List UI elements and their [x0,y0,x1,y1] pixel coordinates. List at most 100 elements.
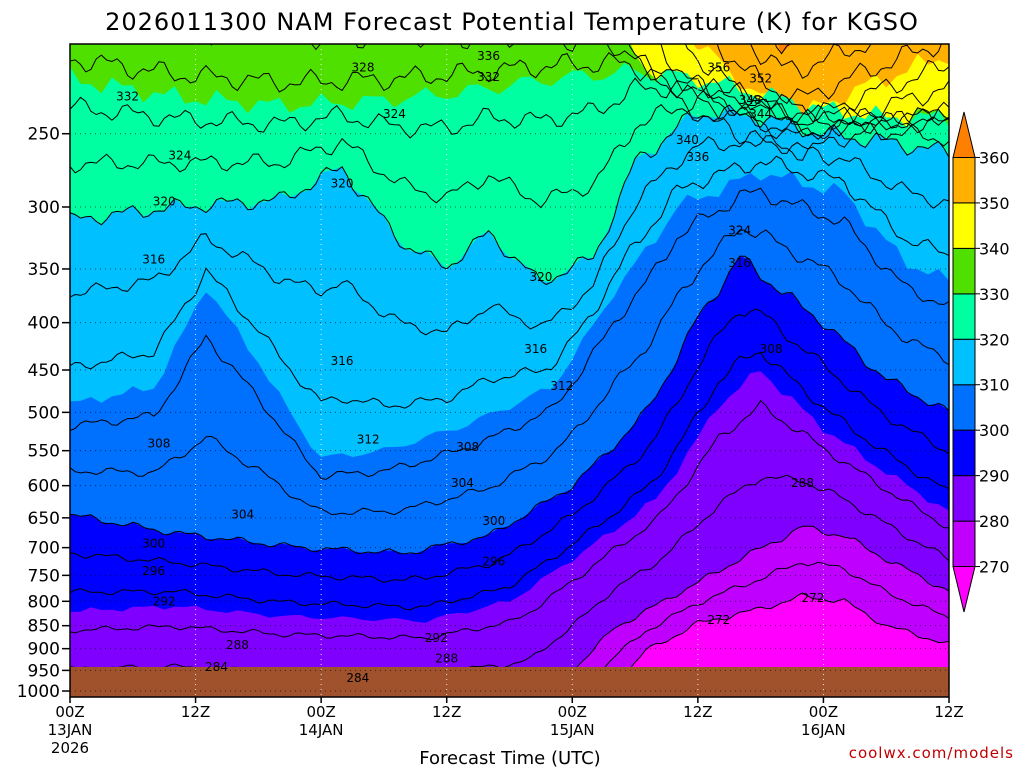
colorbar-label: 340 [979,239,1010,258]
colorbar-label: 320 [979,330,1010,349]
contour-label: 288 [226,638,249,652]
colorbar-swatch [952,111,976,158]
x-tick-label: 2026 [51,739,89,757]
x-tick-label: 13JAN [48,721,93,739]
contour-label: 328 [352,60,375,74]
colorbar-label: 350 [979,194,1010,213]
colorbar-swatch [952,429,976,477]
contour-label: 324 [383,107,406,121]
contour-label: 316 [524,342,547,356]
isentrope-280 [540,525,949,697]
x-tick-label: 15JAN [550,721,595,739]
y-tick-label: 850 [28,617,60,637]
contour-label: 352 [749,72,772,86]
contour-label: 284 [205,660,228,674]
y-tick-label: 1000 [17,682,60,702]
contour-label: 296 [142,564,165,578]
colorbar-label: 270 [979,558,1010,577]
y-tick-label: 250 [28,125,60,145]
contour-label: 344 [749,107,772,121]
isentrope-272 [601,592,949,697]
contour-label: 340 [676,133,699,147]
isentrope-320 [70,104,949,286]
contour-label: 304 [231,508,254,522]
y-tick-label: 300 [28,198,60,218]
colorbar-swatch [952,566,976,613]
colorbar-label: 310 [979,376,1010,395]
colorbar: 270 280 290 300 310 320 330 340 350 360 [952,111,1010,613]
x-tick-label: 00Z [306,703,335,721]
contour-label: 288 [435,651,458,665]
contour-label: 320 [331,177,354,191]
x-tick-label: 12Z [683,703,712,721]
y-tick-label: 600 [28,477,60,497]
contour-label: 308 [760,342,783,356]
x-tick-label: 00Z [809,703,838,721]
y-tick-label: 800 [28,592,60,612]
isentrope-356 [750,44,872,79]
contour-label: 296 [482,555,505,569]
colorbar-label: 290 [979,467,1010,486]
isentrope-296 [70,308,949,583]
contour-label: 272 [802,591,825,605]
colorbar-label: 280 [979,512,1010,531]
contour-label: 324 [728,223,751,237]
contour-label: 292 [153,594,176,608]
contour-label: 312 [357,433,380,447]
contour-label: 336 [477,49,500,63]
contour-label: 332 [477,70,500,84]
colorbar-swatch [952,247,976,295]
contour-label: 300 [482,514,505,528]
isentrope-324 [70,90,949,209]
y-tick-label: 500 [28,403,60,423]
contour-label: 308 [456,440,479,454]
y-tick-label: 650 [28,509,60,529]
contour-label: 356 [707,60,730,74]
y-axis: 250 300 350 400 450 500 550 600 650 700 750 800 850 9… [17,125,70,702]
y-tick-label: 550 [28,442,60,462]
contour-label: 292 [425,631,448,645]
isentrope-340 [628,44,949,161]
isentrope-284 [70,474,949,675]
isentrope-276 [556,561,949,697]
colorbar-swatch [952,202,976,249]
y-tick-label: 750 [28,566,60,586]
isentrope-288 [70,400,949,641]
x-tick-label: 12Z [432,703,461,721]
colorbar-swatch [952,520,976,568]
contour-label: 304 [451,476,474,490]
contour-lines [70,44,949,697]
y-tick-label: 400 [28,314,60,334]
x-tick-label: 00Z [558,703,587,721]
y-tick-label: 900 [28,640,60,660]
colorbar-swatch [952,384,976,431]
contour-label: 300 [142,537,165,551]
isentrope-344 [660,44,949,140]
contour-label: 320 [153,195,176,209]
contour-label: 288 [791,476,814,490]
colorbar-label: 300 [979,421,1010,440]
isentrope-336 [209,44,949,140]
contour-label: 324 [168,149,191,163]
x-tick-label: 16JAN [801,721,846,739]
contour-label: 316 [331,354,354,368]
credit-text: coolwx.com/models [849,744,1014,762]
contour-label: 336 [686,150,709,164]
isentrope-304 [70,229,949,516]
isentrope-292 [70,352,949,611]
y-tick-label: 950 [28,661,60,681]
colorbar-swatch [952,475,976,522]
colorbar-swatch [952,293,976,340]
x-tick-label: 14JAN [299,721,344,739]
x-tick-label: 12Z [934,703,963,721]
isentrope-352 [716,44,942,105]
x-tick-label: 00Z [55,703,84,721]
contour-label: 284 [346,671,369,685]
y-tick-label: 450 [28,361,60,381]
contour-label: 348 [739,93,762,107]
y-tick-label: 350 [28,260,60,280]
colorbar-label: 330 [979,285,1010,304]
contour-label: 332 [116,90,139,104]
